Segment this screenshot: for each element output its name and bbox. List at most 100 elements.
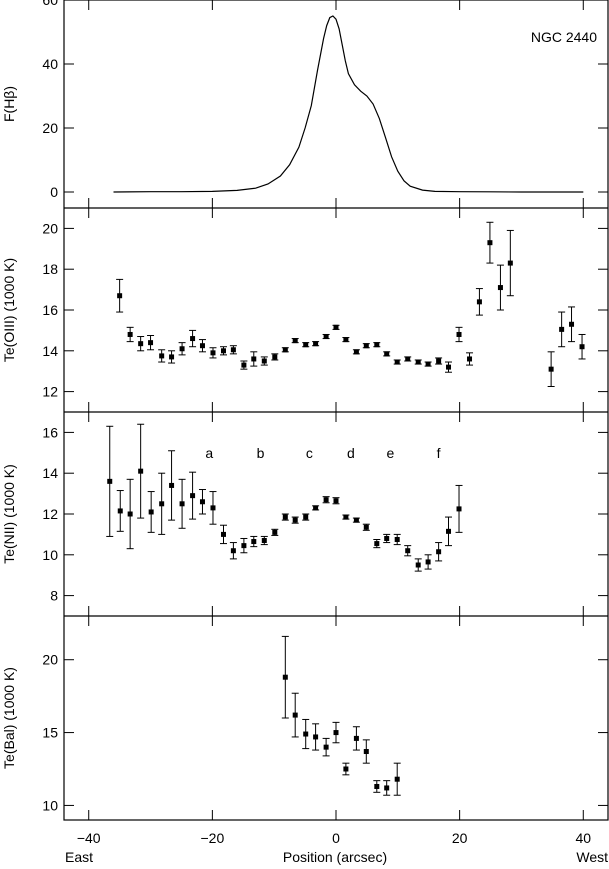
data-point (559, 326, 565, 332)
x-axis-right-label: West (576, 849, 608, 865)
y-tick-label: 20 (42, 652, 58, 668)
y-axis-title: Te(NII) (1000 K) (1, 464, 17, 564)
data-point (446, 364, 452, 370)
data-point (159, 353, 165, 359)
data-point (333, 730, 339, 736)
x-tick-label: 0 (332, 830, 340, 846)
y-tick-label: 60 (42, 0, 58, 8)
data-point (303, 731, 309, 737)
y-axis-title: Te(Bal) (1000 K) (1, 667, 17, 769)
data-point (353, 735, 359, 741)
data-point (210, 505, 216, 511)
data-point (363, 749, 369, 755)
data-point (313, 734, 319, 740)
data-point (251, 356, 257, 362)
data-point (333, 324, 339, 330)
data-point (353, 349, 359, 355)
data-point (487, 240, 493, 246)
data-point (333, 498, 339, 504)
data-point (579, 344, 585, 350)
data-point (446, 528, 452, 534)
y-tick-label: 10 (42, 797, 58, 813)
data-point (117, 508, 123, 514)
data-point (241, 362, 247, 368)
data-point (569, 321, 575, 327)
data-point (148, 509, 154, 515)
data-point (272, 529, 278, 535)
data-point (507, 260, 513, 266)
y-tick-label: 12 (42, 506, 58, 522)
data-point (241, 543, 247, 549)
data-point (199, 499, 205, 505)
data-point (456, 506, 462, 512)
data-point (374, 783, 380, 789)
y-axis-title: Te(OIII) (1000 K) (1, 258, 17, 362)
x-axis-left-label: East (65, 849, 93, 865)
data-point (343, 514, 349, 520)
data-point (292, 338, 298, 344)
data-point (190, 336, 196, 342)
data-point (282, 674, 288, 680)
data-point (117, 293, 123, 299)
data-point (476, 299, 482, 305)
data-point (405, 548, 411, 554)
data-point (220, 348, 226, 354)
data-point (303, 514, 309, 520)
data-point (210, 350, 216, 356)
data-point (313, 505, 319, 511)
y-tick-label: 16 (42, 424, 58, 440)
data-point (394, 776, 400, 782)
data-point (456, 331, 462, 337)
data-point (384, 535, 390, 541)
data-point (323, 744, 329, 750)
x-tick-label: 20 (452, 830, 468, 846)
data-point (343, 337, 349, 343)
data-point (169, 482, 175, 488)
y-tick-label: 0 (50, 184, 58, 200)
data-point (425, 361, 431, 367)
data-point (190, 493, 196, 499)
data-point (282, 347, 288, 353)
series-line (113, 15, 584, 193)
object-label: NGC 2440 (531, 29, 597, 45)
data-point (374, 342, 380, 348)
data-point (127, 331, 133, 337)
data-point (292, 517, 298, 523)
data-point (230, 347, 236, 353)
data-point (436, 549, 442, 555)
data-point (303, 342, 309, 348)
panel-frames (63, 0, 609, 821)
y-tick-label: 16 (42, 302, 58, 318)
data-point (148, 340, 154, 346)
data-point (415, 359, 421, 365)
y-tick-label: 20 (42, 120, 58, 136)
data-point (363, 343, 369, 349)
data-point (220, 531, 226, 537)
data-point (353, 517, 359, 523)
data-point (261, 358, 267, 364)
data-point (230, 548, 236, 554)
y-tick-label: 12 (42, 384, 58, 400)
data-point (323, 334, 329, 340)
y-tick-label: 8 (50, 588, 58, 604)
data-point (374, 541, 380, 547)
y-tick-label: 14 (42, 343, 58, 359)
data-point (415, 562, 421, 568)
data-point (107, 478, 113, 484)
data-point (127, 511, 133, 517)
y-tick-label: 20 (42, 220, 58, 236)
x-tick-label: 40 (575, 830, 591, 846)
region-label: e (387, 445, 395, 461)
data-point (138, 468, 144, 474)
y-tick-label: 10 (42, 547, 58, 563)
data-point (425, 559, 431, 565)
data-point (384, 351, 390, 357)
x-tick-label: −20 (200, 830, 224, 846)
data-point (405, 356, 411, 362)
y-axis-title: F(Hβ) (1, 86, 17, 122)
y-tick-label: 15 (42, 725, 58, 741)
data-point (169, 354, 175, 360)
data-point (313, 341, 319, 347)
